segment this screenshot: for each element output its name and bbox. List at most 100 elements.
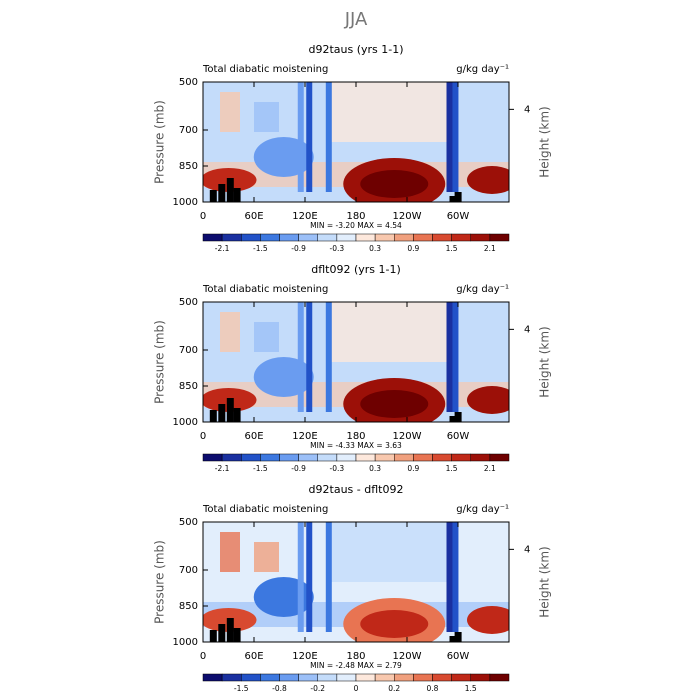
colorbar-bin: [394, 453, 414, 462]
field-stripe: [306, 302, 313, 412]
colorbar-label: 0.8: [427, 684, 439, 693]
field-blob: [360, 390, 429, 418]
y-axis-label: Pressure (mb): [153, 100, 167, 184]
terrain: [449, 196, 457, 202]
x-tick-label: 0: [200, 431, 206, 442]
terrain: [449, 416, 457, 422]
field-stripe: [446, 82, 453, 192]
colorbar-bin: [374, 453, 395, 462]
colorbar-bin: [241, 233, 261, 242]
colorbar-bin: [279, 673, 299, 682]
colorbar-bin: [241, 453, 261, 462]
terrain: [226, 618, 234, 642]
panel-title: d92taus - dflt092: [309, 483, 404, 496]
y-tick-label: 500: [179, 297, 198, 308]
colorbar-bin: [298, 453, 318, 462]
figure-title: JJA: [344, 9, 368, 30]
y-tick-label: 850: [179, 381, 198, 392]
colorbar-bin: [317, 453, 338, 462]
field-stripe: [325, 522, 332, 632]
x-tick-label: 180: [346, 431, 365, 442]
y-tick-label: 850: [179, 601, 198, 612]
colorbar-bin: [432, 233, 452, 242]
x-tick-label: 60E: [244, 211, 263, 222]
colorbar-bin: [489, 453, 510, 462]
terrain: [233, 188, 241, 202]
field: [203, 82, 509, 202]
terrain: [233, 628, 241, 642]
colorbar-bin: [451, 673, 471, 682]
stats: MIN = -4.33 MAX = 3.63: [310, 441, 402, 450]
colorbar-label: 0.2: [388, 684, 400, 693]
colorbar-bin: [202, 453, 223, 462]
colorbar-label: -1.5: [253, 244, 268, 253]
field: [203, 522, 509, 642]
colorbar-bin: [374, 673, 395, 682]
field-blob: [253, 577, 314, 617]
field-upper: [330, 522, 458, 582]
y-tick-label: 700: [179, 125, 198, 136]
colorbar-bin: [432, 453, 452, 462]
left-label: Total diabatic moistening: [202, 504, 328, 515]
field-patch: [254, 102, 279, 132]
colorbar-label: -0.9: [291, 244, 306, 253]
colorbar-label: 0: [354, 684, 359, 693]
terrain: [233, 408, 241, 422]
colorbar-bin: [413, 453, 433, 462]
colorbar-bin: [355, 673, 376, 682]
x-tick-label: 120W: [393, 431, 422, 442]
x-tick-label: 180: [346, 651, 365, 662]
y2-axis-label: Height (km): [538, 326, 552, 397]
colorbar-label: -2.1: [215, 244, 230, 253]
colorbar-bin: [202, 233, 223, 242]
colorbar-bin: [489, 233, 510, 242]
colorbar-label: 2.1: [484, 464, 496, 473]
x-tick-label: 120E: [292, 431, 317, 442]
y2-axis-label: Height (km): [538, 546, 552, 617]
field-stripe: [446, 302, 453, 412]
terrain: [218, 184, 226, 202]
right-label: g/kg day⁻¹: [456, 284, 509, 295]
colorbar-label: 1.5: [465, 684, 477, 693]
stats: MIN = -2.48 MAX = 2.79: [310, 661, 402, 670]
colorbar-bin: [298, 673, 318, 682]
colorbar-bin: [336, 453, 357, 462]
colorbar-bin: [260, 233, 280, 242]
field: [203, 302, 509, 422]
field-stripe: [306, 522, 313, 632]
field-stripe: [452, 82, 459, 192]
x-tick-label: 60E: [244, 431, 263, 442]
x-tick-label: 120E: [292, 651, 317, 662]
field-stripe: [297, 522, 304, 632]
colorbar-label: 1.5: [446, 464, 458, 473]
colorbar-label: -0.8: [272, 684, 287, 693]
colorbar-bin: [221, 453, 242, 462]
x-tick-label: 60W: [447, 211, 470, 222]
y-axis-label: Pressure (mb): [153, 320, 167, 404]
colorbar-label: -0.9: [291, 464, 306, 473]
left-label: Total diabatic moistening: [202, 284, 328, 295]
field-blob: [467, 606, 509, 634]
terrain: [226, 178, 234, 202]
y-tick-label: 1000: [173, 637, 198, 648]
left-label: Total diabatic moistening: [202, 64, 328, 75]
field-stripe: [297, 302, 304, 412]
field-blob: [360, 170, 429, 198]
x-tick-label: 120W: [393, 651, 422, 662]
x-tick-label: 120W: [393, 211, 422, 222]
field-stripe: [446, 522, 453, 632]
terrain: [209, 630, 217, 642]
colorbar-label: -0.3: [330, 464, 345, 473]
y2-axis-label: Height (km): [538, 106, 552, 177]
colorbar-bin: [394, 233, 414, 242]
stats: MIN = -3.20 MAX = 4.54: [310, 221, 402, 230]
colorbar-bin: [374, 233, 395, 242]
field-blob: [253, 357, 314, 397]
colorbar-bin: [470, 453, 491, 462]
colorbar-bin: [470, 233, 491, 242]
field-patch: [254, 322, 279, 352]
colorbar-bin: [202, 673, 223, 682]
x-tick-label: 180: [346, 211, 365, 222]
y2-tick-label: 4: [524, 544, 530, 555]
colorbar-label: -0.3: [330, 244, 345, 253]
